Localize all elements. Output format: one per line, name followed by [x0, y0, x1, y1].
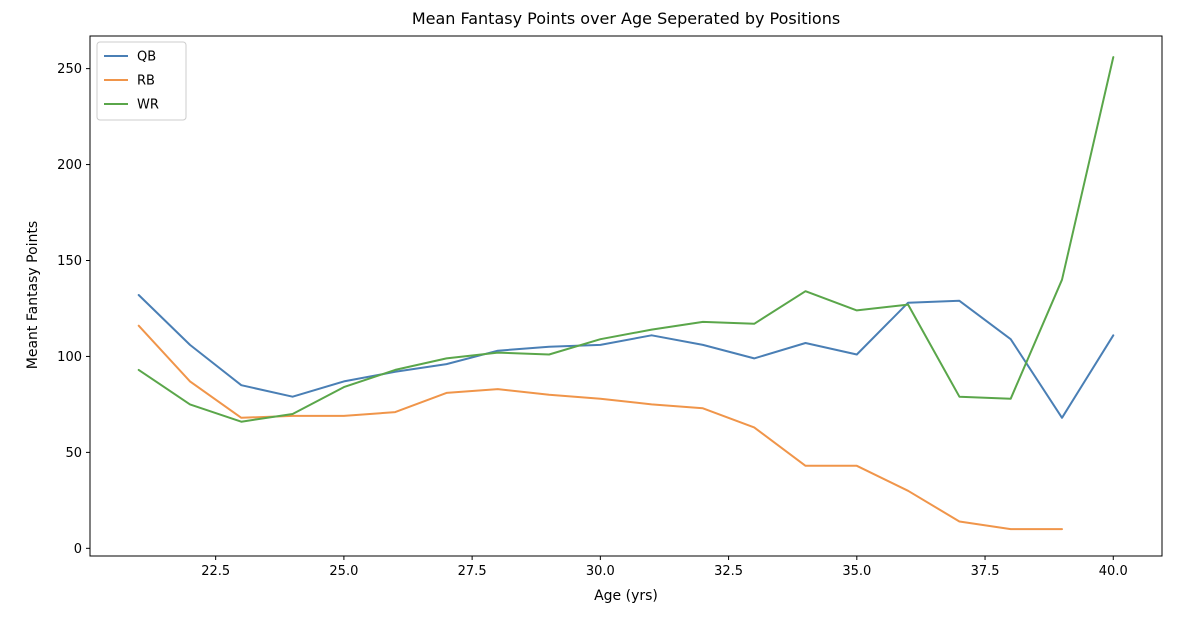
- legend: QB RB WR: [96, 41, 187, 121]
- x-tick-label: 22.5: [201, 564, 230, 579]
- x-tick-label: 37.5: [971, 564, 1000, 579]
- legend-label-wr: WR: [137, 98, 159, 113]
- x-tick-label: 30.0: [586, 564, 615, 579]
- series-line-wr: [137, 56, 1115, 423]
- y-axis: 0 50 100 150 200 250: [57, 62, 90, 557]
- legend-label-rb: RB: [137, 74, 155, 89]
- plot-frame: [89, 35, 1163, 557]
- legend-label-qb: QB: [137, 50, 156, 65]
- x-tick-label: 35.0: [842, 564, 871, 579]
- chart-title: Mean Fantasy Points over Age Seperated b…: [412, 9, 840, 28]
- x-tick-label: 25.0: [329, 564, 358, 579]
- series-line-rb: [137, 324, 1063, 531]
- y-tick-label: 250: [57, 62, 82, 77]
- x-axis: 22.5 25.0 27.5 30.0 32.5 35.0 37.5 40.0: [201, 556, 1128, 579]
- plot-lines: [137, 56, 1115, 531]
- x-axis-label: Age (yrs): [594, 588, 658, 604]
- y-tick-label: 0: [74, 542, 82, 557]
- series-line-qb: [137, 294, 1115, 419]
- y-tick-label: 150: [57, 254, 82, 269]
- x-tick-label: 32.5: [714, 564, 743, 579]
- y-tick-label: 200: [57, 158, 82, 173]
- x-tick-label: 27.5: [458, 564, 487, 579]
- y-axis-label: Meant Fantasy Points: [25, 221, 41, 369]
- y-tick-label: 100: [57, 350, 82, 365]
- y-tick-label: 50: [65, 446, 82, 461]
- x-tick-label: 40.0: [1099, 564, 1128, 579]
- legend-box: [96, 41, 187, 121]
